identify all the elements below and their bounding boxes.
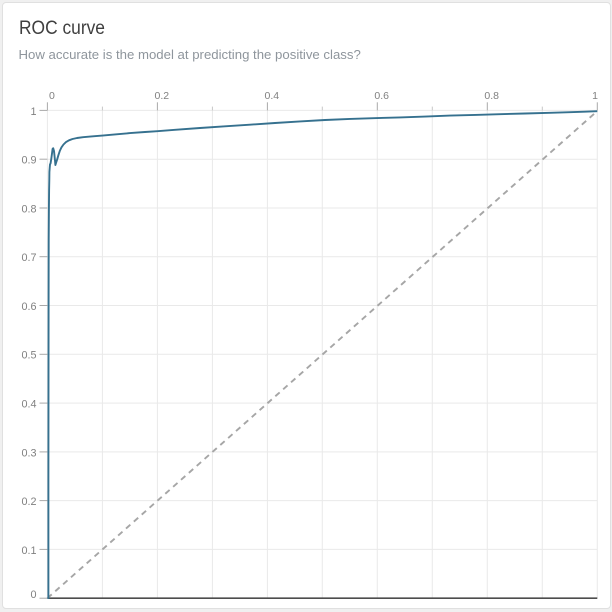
svg-text:0.3: 0.3: [21, 447, 36, 459]
svg-text:0.1: 0.1: [21, 545, 36, 557]
svg-text:0: 0: [49, 90, 55, 102]
svg-text:1: 1: [30, 106, 36, 118]
svg-text:0.6: 0.6: [374, 90, 389, 102]
svg-text:0.6: 0.6: [21, 301, 36, 313]
svg-text:0.8: 0.8: [21, 203, 36, 215]
svg-text:0.2: 0.2: [21, 496, 36, 508]
svg-text:0: 0: [30, 589, 36, 601]
svg-text:0.7: 0.7: [21, 252, 36, 264]
svg-text:1: 1: [592, 90, 598, 102]
svg-text:0.8: 0.8: [484, 90, 499, 102]
svg-text:0.4: 0.4: [264, 90, 279, 102]
svg-text:0.5: 0.5: [21, 350, 36, 362]
svg-text:0.2: 0.2: [154, 90, 169, 102]
svg-text:0.4: 0.4: [21, 399, 36, 411]
svg-text:0.9: 0.9: [21, 155, 36, 167]
